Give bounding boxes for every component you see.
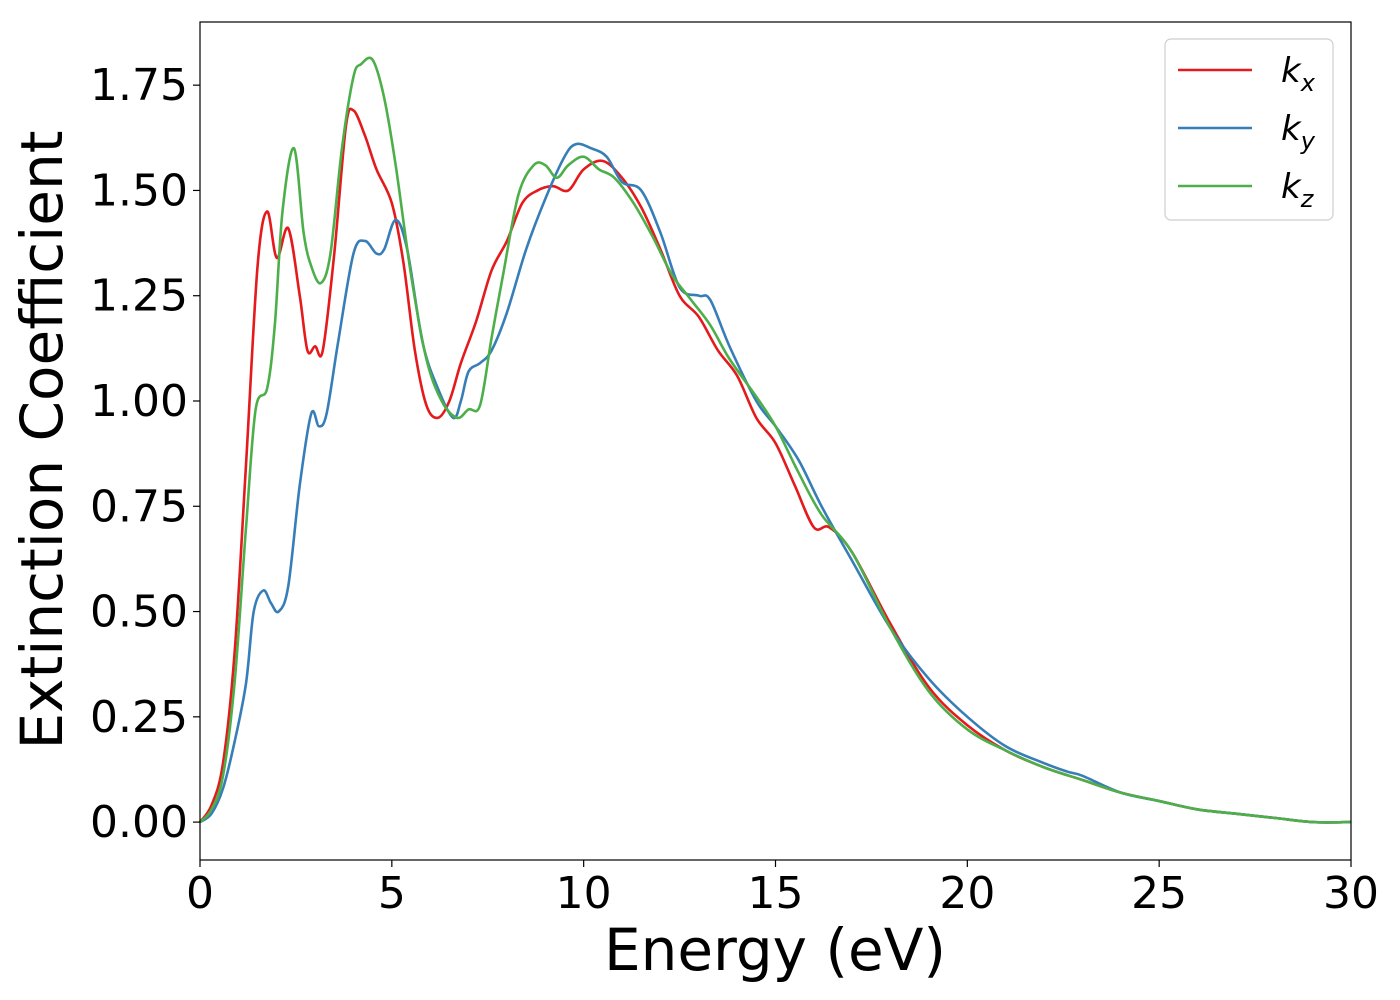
y-tick-label: 1.50 (90, 165, 188, 216)
x-tick-label: 15 (748, 868, 804, 919)
legend-label-kz: kz (1281, 167, 1315, 213)
x-tick-label: 25 (1131, 868, 1187, 919)
series-line-kx (198, 107, 1352, 824)
x-tick-label: 0 (186, 868, 214, 919)
legend-label-ky: ky (1281, 109, 1316, 155)
legend-label-sub: y (1300, 127, 1316, 155)
legend-label-main: k (1281, 109, 1302, 149)
y-tick-label: 0.50 (90, 587, 188, 638)
legend-label-main: k (1281, 51, 1302, 91)
y-tick-label: 1.25 (90, 271, 188, 322)
y-tick-label: 0.25 (90, 692, 188, 743)
x-tick-label: 20 (939, 868, 995, 919)
plot-lines (198, 56, 1352, 824)
y-tick-label: 0.00 (90, 797, 188, 848)
x-tick-label: 10 (556, 868, 612, 919)
ticks: 0 5 10 15 20 25 30 0.00 0.25 0.50 0.75 1.00 1.25 1.50… (90, 60, 1379, 919)
y-tick-label: 1.00 (90, 376, 188, 427)
y-axis-title: Extinction Coefficient (8, 131, 76, 750)
legend-label-kx: kx (1281, 51, 1316, 97)
series-line-kz (199, 56, 1352, 824)
legend-box (1164, 38, 1334, 221)
legend-label-sub: x (1300, 69, 1316, 97)
x-axis-title: Energy (eV) (604, 916, 946, 984)
series-line-ky (199, 142, 1352, 824)
x-tick-label: 30 (1323, 868, 1379, 919)
y-tick-label: 0.75 (90, 481, 188, 532)
y-tick-label: 1.75 (90, 60, 188, 111)
legend-label-main: k (1281, 167, 1302, 207)
legend-label-sub: z (1300, 185, 1315, 213)
x-tick-label: 5 (378, 868, 406, 919)
